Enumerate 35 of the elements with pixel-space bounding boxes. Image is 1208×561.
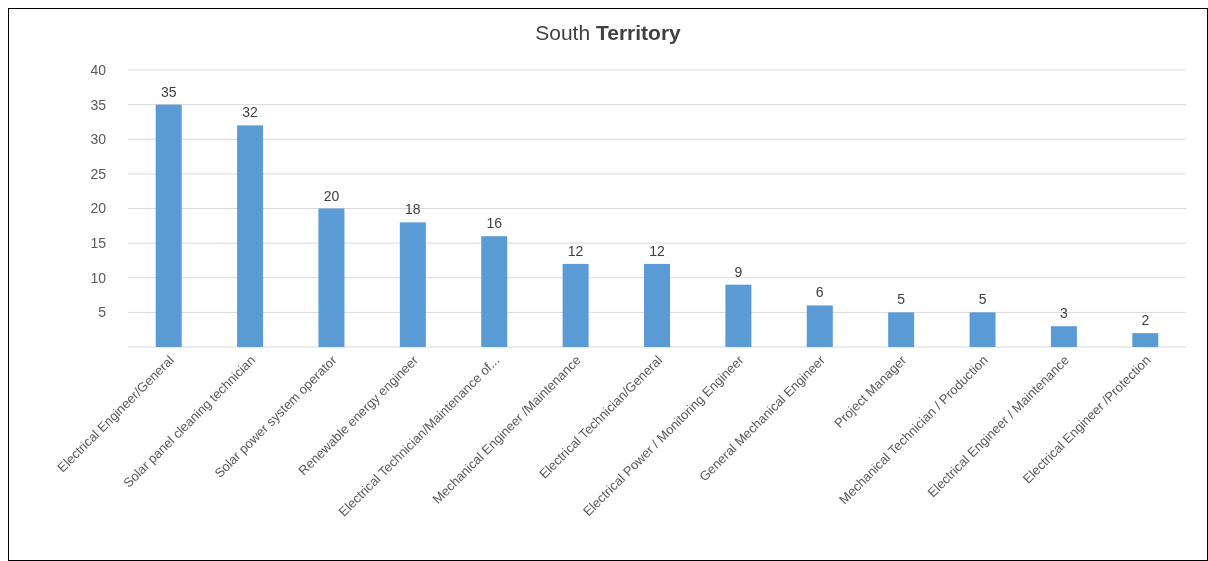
bar: [399, 222, 426, 347]
bar: [318, 208, 345, 347]
bar: [155, 104, 182, 347]
bar: [806, 305, 833, 347]
data-label: 35: [160, 83, 177, 100]
data-label: 18: [405, 201, 421, 218]
y-tick-label: 35: [90, 96, 107, 113]
data-label: 12: [649, 242, 665, 259]
y-tick-label: 20: [90, 200, 107, 217]
y-tick-label: 10: [90, 269, 107, 286]
bar: [969, 312, 996, 347]
bar: [237, 125, 264, 347]
y-tick-label: 30: [90, 131, 107, 148]
y-tick-label: 5: [98, 304, 107, 321]
y-tick-label: 40: [90, 61, 107, 78]
bar: [644, 263, 670, 347]
data-label: 9: [734, 263, 743, 280]
chart-title: South Territory: [535, 21, 682, 44]
data-label: 3: [1060, 305, 1069, 322]
data-label: 5: [897, 291, 906, 308]
y-tick-label: 15: [90, 235, 107, 252]
data-label: 5: [978, 291, 987, 308]
bar: [1132, 333, 1159, 347]
y-tick-label: 25: [90, 165, 107, 182]
bar: [888, 312, 915, 347]
data-label: 16: [486, 215, 503, 232]
data-label: 6: [815, 284, 824, 301]
data-label: 32: [242, 104, 259, 121]
bar: [562, 263, 589, 347]
bar: [1050, 326, 1077, 347]
data-label: 2: [1141, 312, 1150, 329]
bar: [725, 284, 752, 347]
bar: [481, 236, 508, 347]
data-label: 12: [567, 242, 584, 259]
data-label: 20: [323, 187, 340, 204]
